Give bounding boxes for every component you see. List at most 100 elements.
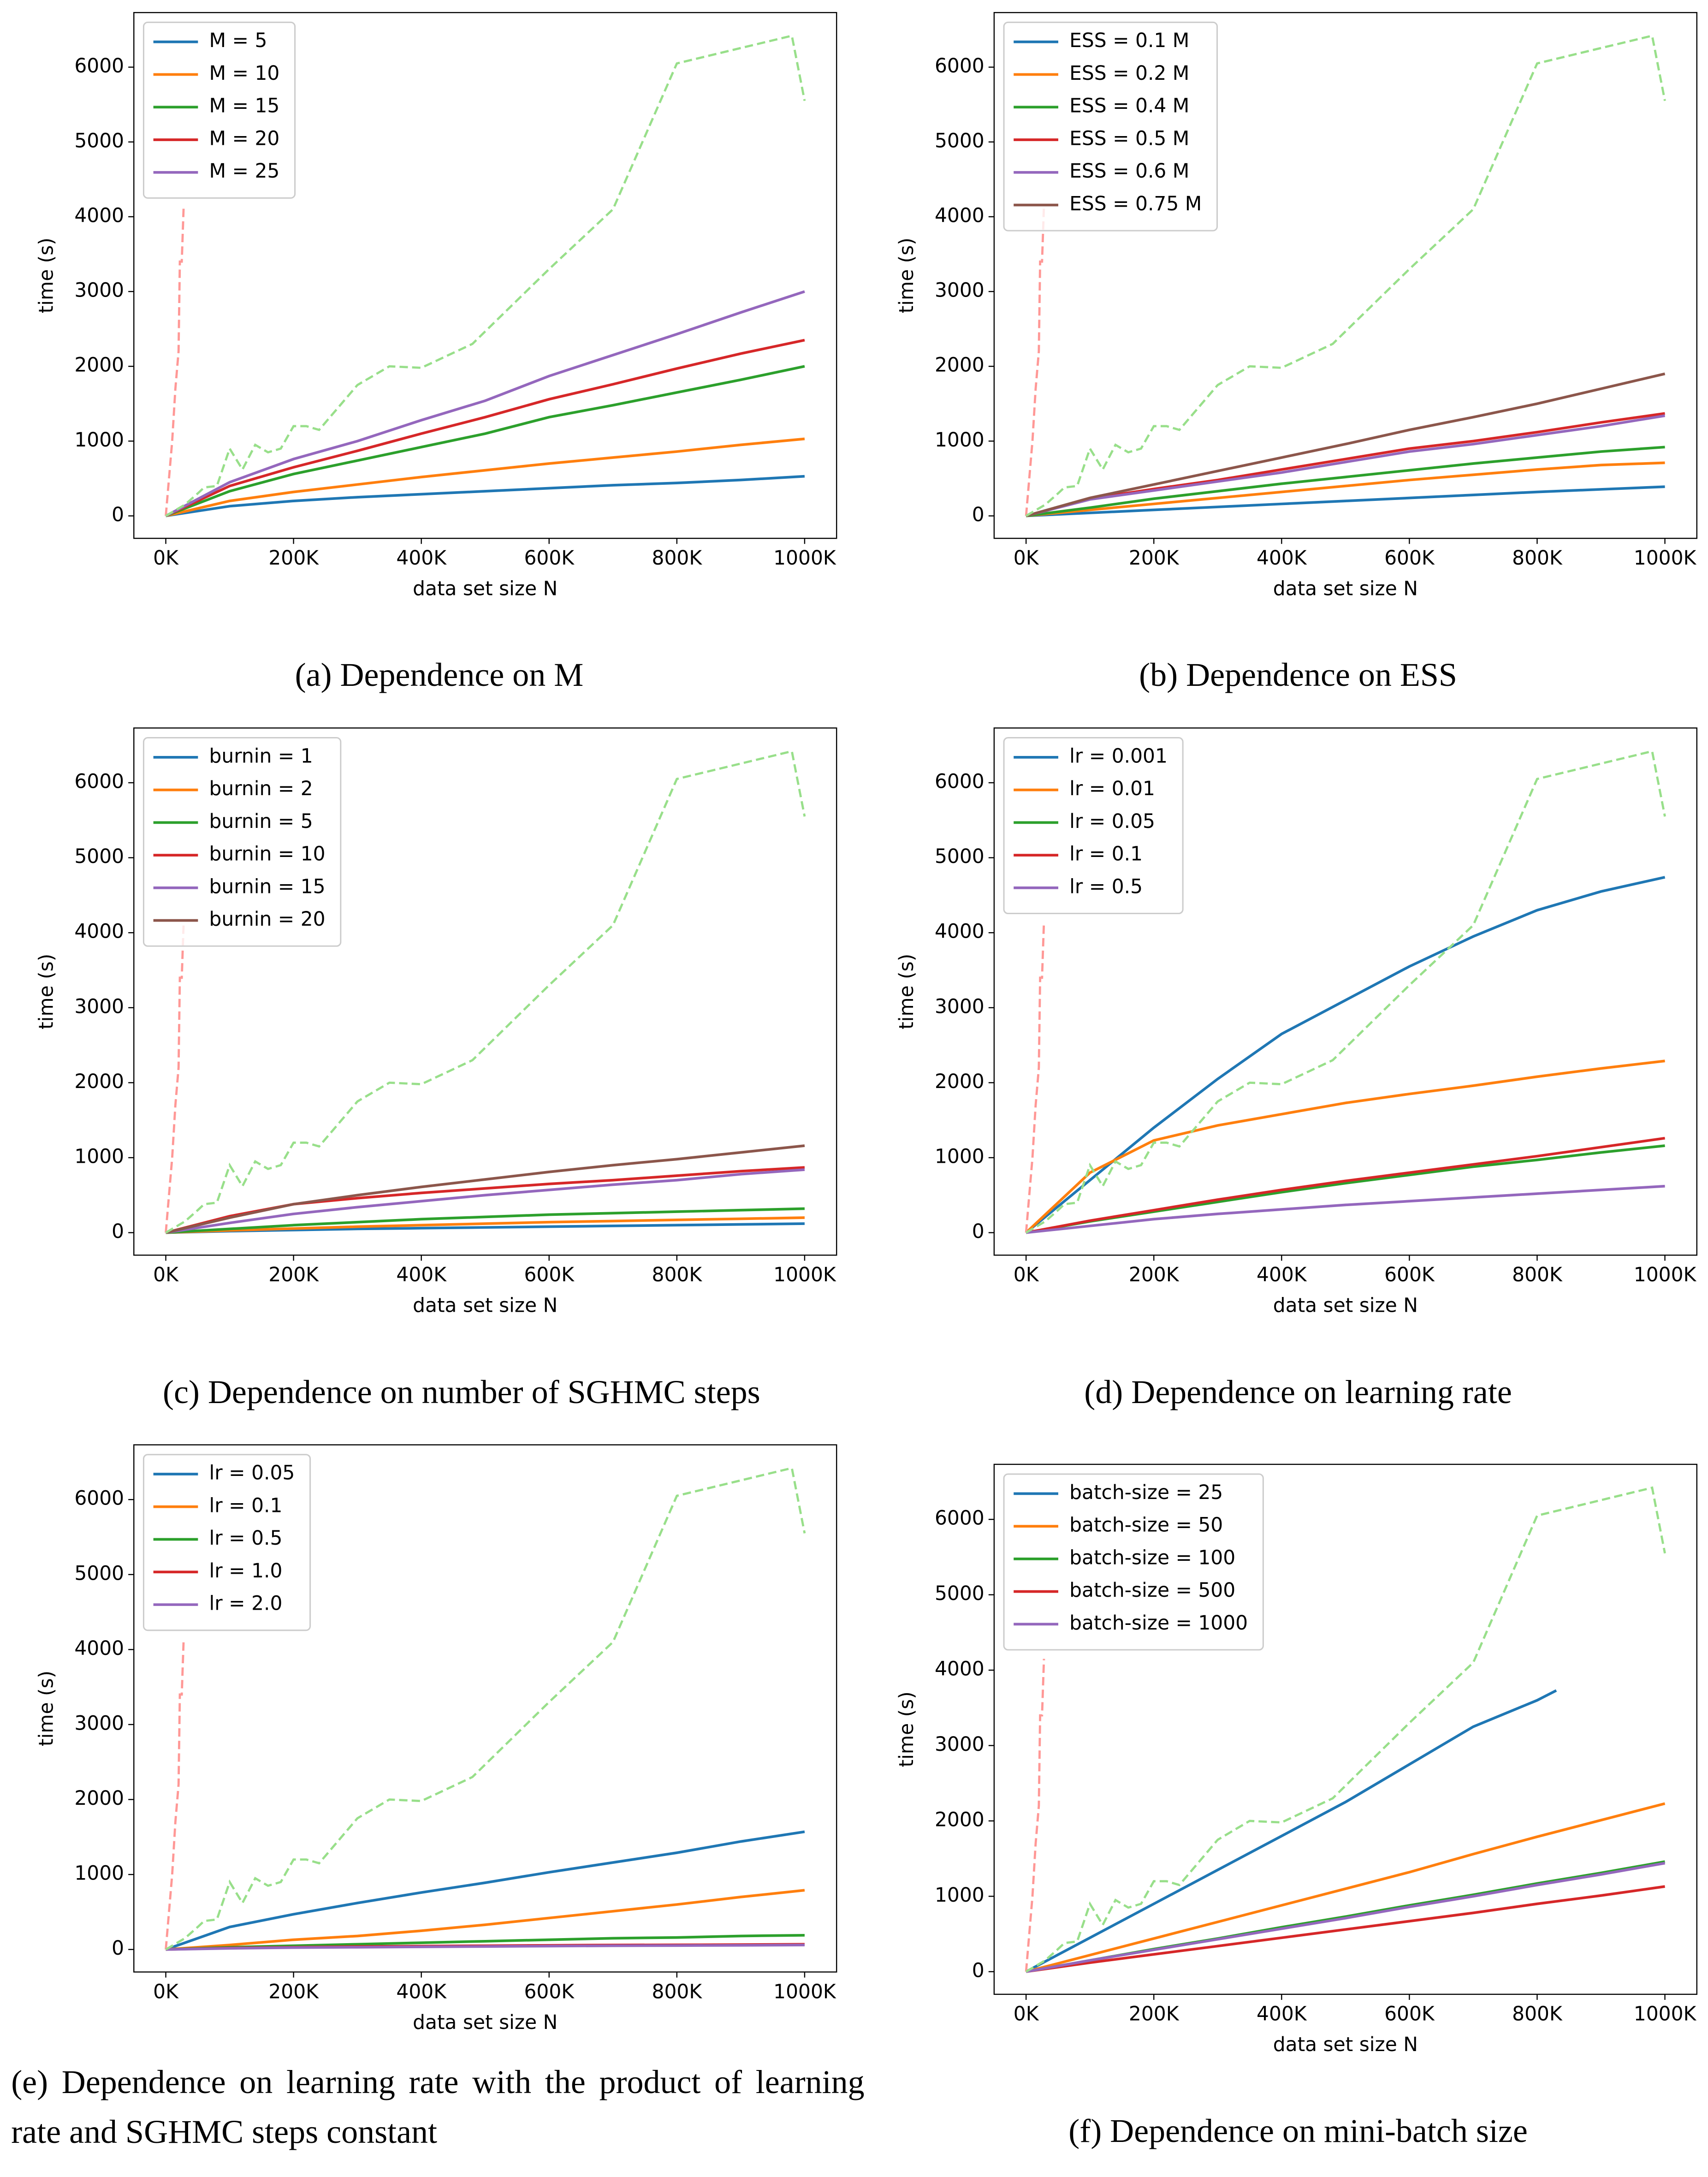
caption: (d) Dependence on learning rate	[1084, 1373, 1512, 1410]
legend-label: M = 5	[209, 29, 267, 52]
y-tick-label: 6000	[935, 770, 984, 793]
reference-line	[1025, 34, 1666, 517]
plot-frame	[133, 1444, 837, 1973]
x-axis-label: data set size N	[413, 577, 557, 600]
y-tick-label: 4000	[74, 920, 124, 943]
series-line	[1026, 1144, 1665, 1234]
reference-line	[1025, 1486, 1666, 1973]
series-line	[166, 1944, 805, 1951]
y-tick-label: 5000	[935, 1582, 984, 1605]
legend-label: batch-size = 1000	[1069, 1612, 1248, 1634]
x-tick-label: 800K	[1512, 2003, 1563, 2025]
x-tick-label: 600K	[1384, 2003, 1435, 2025]
y-tick-label: 3000	[935, 995, 984, 1017]
x-tick-label: 200K	[1129, 2003, 1180, 2025]
legend-box	[1003, 1473, 1264, 1651]
reference-line	[165, 1638, 185, 1950]
y-tick-label: 0	[972, 503, 984, 526]
plot-frame	[993, 12, 1698, 539]
series-line	[165, 290, 805, 517]
legend-label: ESS = 0.5 M	[1069, 127, 1189, 149]
legend-label: burnin = 15	[209, 875, 326, 898]
legend-label: lr = 0.5	[1069, 875, 1143, 898]
y-tick-label: 3000	[74, 995, 124, 1017]
x-tick-label: 1000K	[1634, 1263, 1697, 1286]
caption: (a) Dependence on M	[295, 656, 584, 694]
x-tick-label: 200K	[1129, 1263, 1180, 1286]
reference-line	[165, 1467, 806, 1951]
series-line	[1025, 1059, 1665, 1234]
y-tick-label: 2000	[74, 1070, 124, 1093]
y-axis-label: time (s)	[895, 954, 918, 1029]
y-tick-label: 5000	[74, 1562, 124, 1584]
y-axis-label: time (s)	[35, 954, 57, 1029]
series-line	[165, 339, 805, 517]
x-tick-label: 0K	[1014, 547, 1039, 569]
x-tick-label: 800K	[652, 547, 703, 569]
y-tick-label: 0	[112, 503, 124, 526]
series-line	[166, 475, 805, 517]
legend-box	[142, 1454, 311, 1631]
y-tick-label: 4000	[74, 1637, 124, 1660]
y-tick-label: 6000	[74, 770, 124, 793]
caption: (f) Dependence on mini-batch size	[1068, 2112, 1528, 2150]
series-line	[165, 1144, 805, 1234]
legend-label: lr = 0.1	[209, 1494, 283, 1517]
panel: 0K 200K 400K 600K 800K 1000K 0 1000 2000 3000 4000…	[35, 12, 837, 600]
x-tick-label: 800K	[652, 1980, 703, 2003]
legend: burnin = 1 burnin = 2 burnin = 5 burnin = 1…	[142, 737, 342, 947]
x-tick-label: 400K	[1257, 547, 1307, 569]
y-tick-label: 1000	[74, 1145, 124, 1167]
series-line	[1026, 1802, 1666, 1973]
legend-label: burnin = 10	[209, 843, 326, 865]
series-line	[166, 1168, 805, 1234]
legend-label: lr = 2.0	[209, 1592, 283, 1615]
series-line	[166, 1889, 805, 1951]
series-line	[1026, 461, 1665, 517]
caption: (b) Dependence on ESS	[1139, 656, 1457, 694]
reference-line	[1025, 1659, 1045, 1972]
legend-label: ESS = 0.75 M	[1069, 192, 1202, 215]
y-tick-label: 5000	[935, 845, 984, 868]
legend-label: burnin = 1	[209, 744, 313, 767]
legend-label: ESS = 0.2 M	[1069, 62, 1189, 84]
legend-label: M = 10	[209, 62, 280, 84]
legend-label: burnin = 2	[209, 777, 313, 800]
y-tick-label: 0	[112, 1220, 124, 1243]
y-tick-label: 2000	[74, 1787, 124, 1809]
x-axis-label: data set size N	[1273, 2033, 1418, 2056]
y-axis-label: time (s)	[35, 238, 57, 313]
legend-label: lr = 0.001	[1069, 744, 1168, 767]
x-tick-label: 1000K	[1634, 2003, 1697, 2025]
legend-label: batch-size = 50	[1069, 1514, 1223, 1536]
plot-frame	[133, 12, 837, 539]
legend-label: M = 25	[209, 160, 280, 182]
legend-label: lr = 0.5	[209, 1527, 283, 1549]
x-tick-label: 1000K	[1634, 547, 1697, 569]
x-axis-label: data set size N	[1273, 577, 1418, 600]
y-tick-label: 6000	[935, 54, 984, 77]
panel: 0K 200K 400K 600K 800K 1000K 0 1000 2000 3000 4000…	[895, 12, 1698, 600]
x-tick-label: 1000K	[773, 547, 836, 569]
y-tick-label: 1000	[935, 1145, 984, 1167]
series-line	[165, 1830, 805, 1951]
x-axis-label: data set size N	[413, 2011, 557, 2034]
x-tick-label: 200K	[268, 1980, 319, 2003]
series-line	[1026, 485, 1665, 517]
series-line	[1026, 1885, 1665, 1973]
series-line	[165, 437, 805, 517]
legend-label: lr = 0.1	[1069, 843, 1143, 865]
x-axis-label: data set size N	[413, 1294, 557, 1317]
y-tick-label: 2000	[935, 1808, 984, 1831]
series-line	[1026, 1862, 1666, 1973]
legend-label: burnin = 20	[209, 908, 326, 930]
legend-label: ESS = 0.1 M	[1069, 29, 1189, 52]
legend-label: batch-size = 100	[1069, 1546, 1235, 1569]
legend: lr = 0.001 lr = 0.01 lr = 0.05 lr = 0.1 lr =…	[1003, 737, 1184, 915]
legend: batch-size = 25 batch-size = 50 batch-size…	[1003, 1473, 1264, 1651]
legend: lr = 0.05 lr = 0.1 lr = 0.5 lr = 1.0 lr = 2.…	[142, 1454, 311, 1631]
y-axis-label: time (s)	[895, 238, 918, 313]
y-tick-label: 5000	[74, 845, 124, 868]
y-tick-label: 5000	[74, 129, 124, 152]
